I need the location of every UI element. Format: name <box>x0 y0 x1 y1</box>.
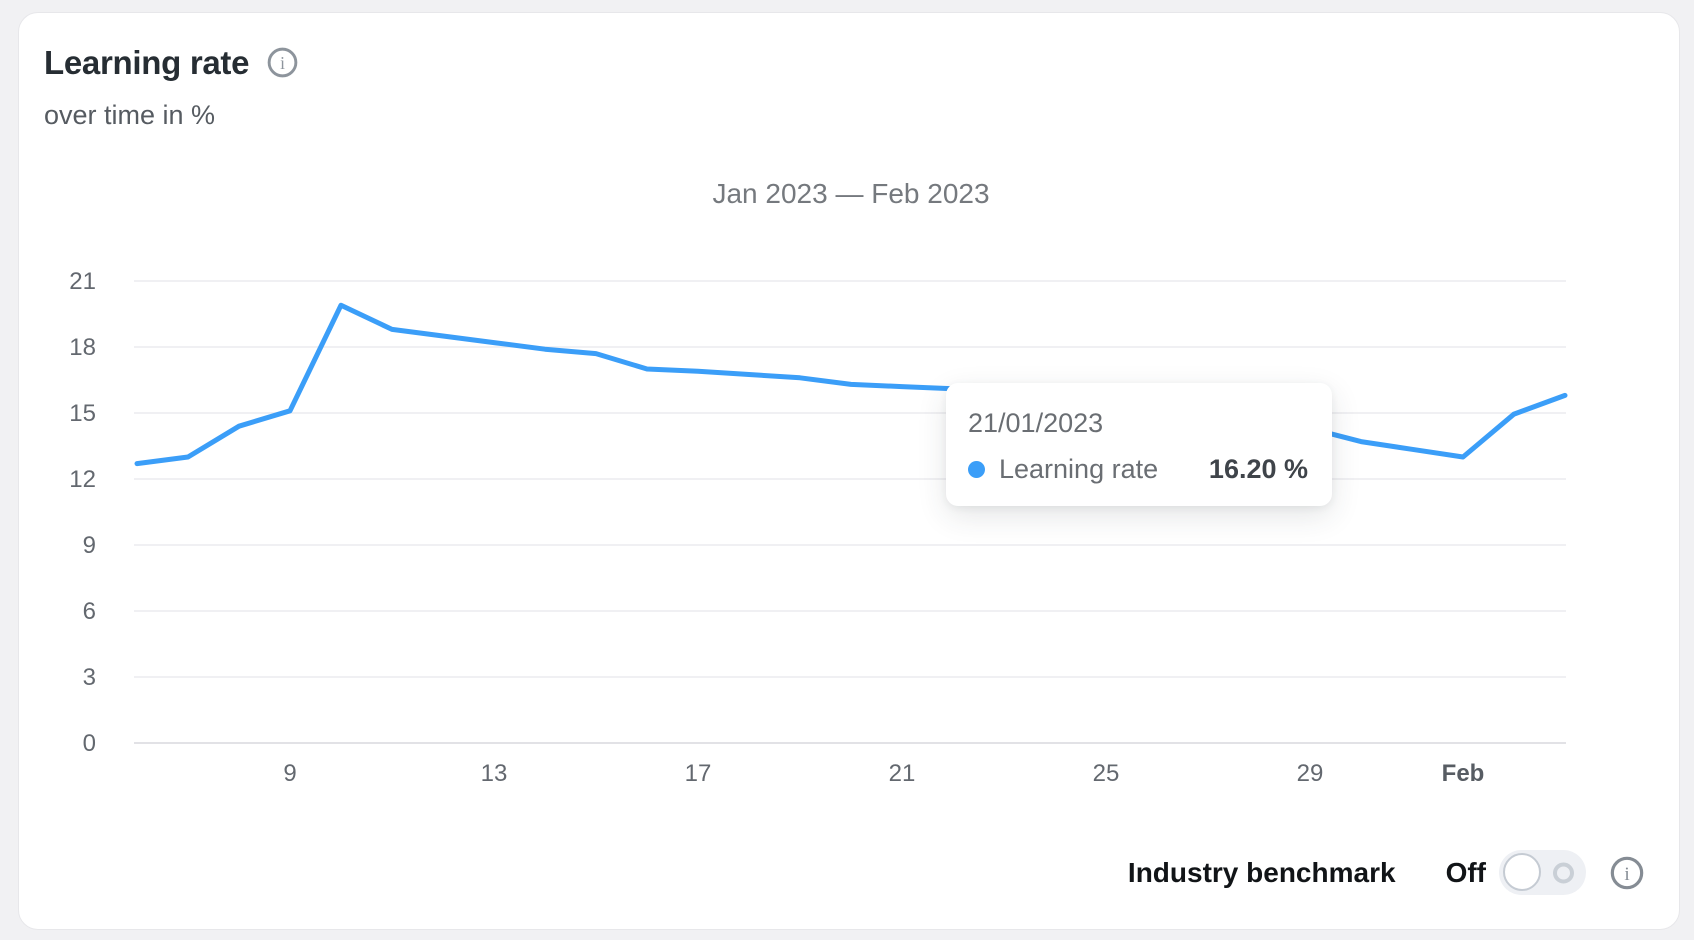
toggle-off-ring-icon <box>1553 862 1574 883</box>
benchmark-label: Industry benchmark <box>1127 856 1396 888</box>
card-header: Learning rate i <box>44 46 298 79</box>
x-axis-label: 13 <box>481 760 508 787</box>
y-axis-label: 15 <box>69 400 96 427</box>
tooltip-series-label: Learning rate <box>999 454 1159 484</box>
x-axis-label: 17 <box>685 760 712 787</box>
y-axis-label: 18 <box>69 334 96 361</box>
x-axis-label: Feb <box>1442 760 1485 787</box>
x-axis-label: 29 <box>1297 760 1324 787</box>
svg-text:i: i <box>1624 863 1629 884</box>
svg-text:i: i <box>280 53 285 73</box>
learning-rate-card <box>18 12 1680 930</box>
learning-rate-line <box>134 302 1568 467</box>
card-subtitle: over time in % <box>44 100 216 130</box>
title-info-icon[interactable]: i <box>267 47 298 78</box>
y-axis-label: 6 <box>83 598 96 625</box>
benchmark-toggle[interactable] <box>1499 850 1586 895</box>
page-title: Learning rate <box>44 44 250 81</box>
chart-tooltip: 21/01/2023 Learning rate 16.20 % <box>946 383 1332 506</box>
benchmark-info-icon[interactable]: i <box>1610 856 1644 890</box>
tooltip-row: Learning rate 16.20 % <box>968 454 1308 485</box>
x-axis-label: 25 <box>1093 760 1120 787</box>
benchmark-row: Industry benchmark Off i <box>1128 850 1644 895</box>
toggle-knob <box>1503 853 1541 891</box>
y-axis-label: 12 <box>69 466 96 493</box>
x-axis-label: 9 <box>283 760 296 787</box>
x-axis-label: 21 <box>889 760 916 787</box>
y-axis-label: 3 <box>83 664 96 691</box>
y-axis-label: 21 <box>69 268 96 295</box>
tooltip-value: 16.20 % <box>1208 454 1308 484</box>
series-dot-icon <box>968 461 985 478</box>
chart-period-title: Jan 2023 — Feb 2023 <box>712 178 990 209</box>
y-axis-label: 9 <box>83 532 96 559</box>
benchmark-state: Off <box>1445 856 1486 888</box>
y-axis-label: 0 <box>83 730 96 757</box>
tooltip-date: 21/01/2023 <box>968 408 1104 438</box>
